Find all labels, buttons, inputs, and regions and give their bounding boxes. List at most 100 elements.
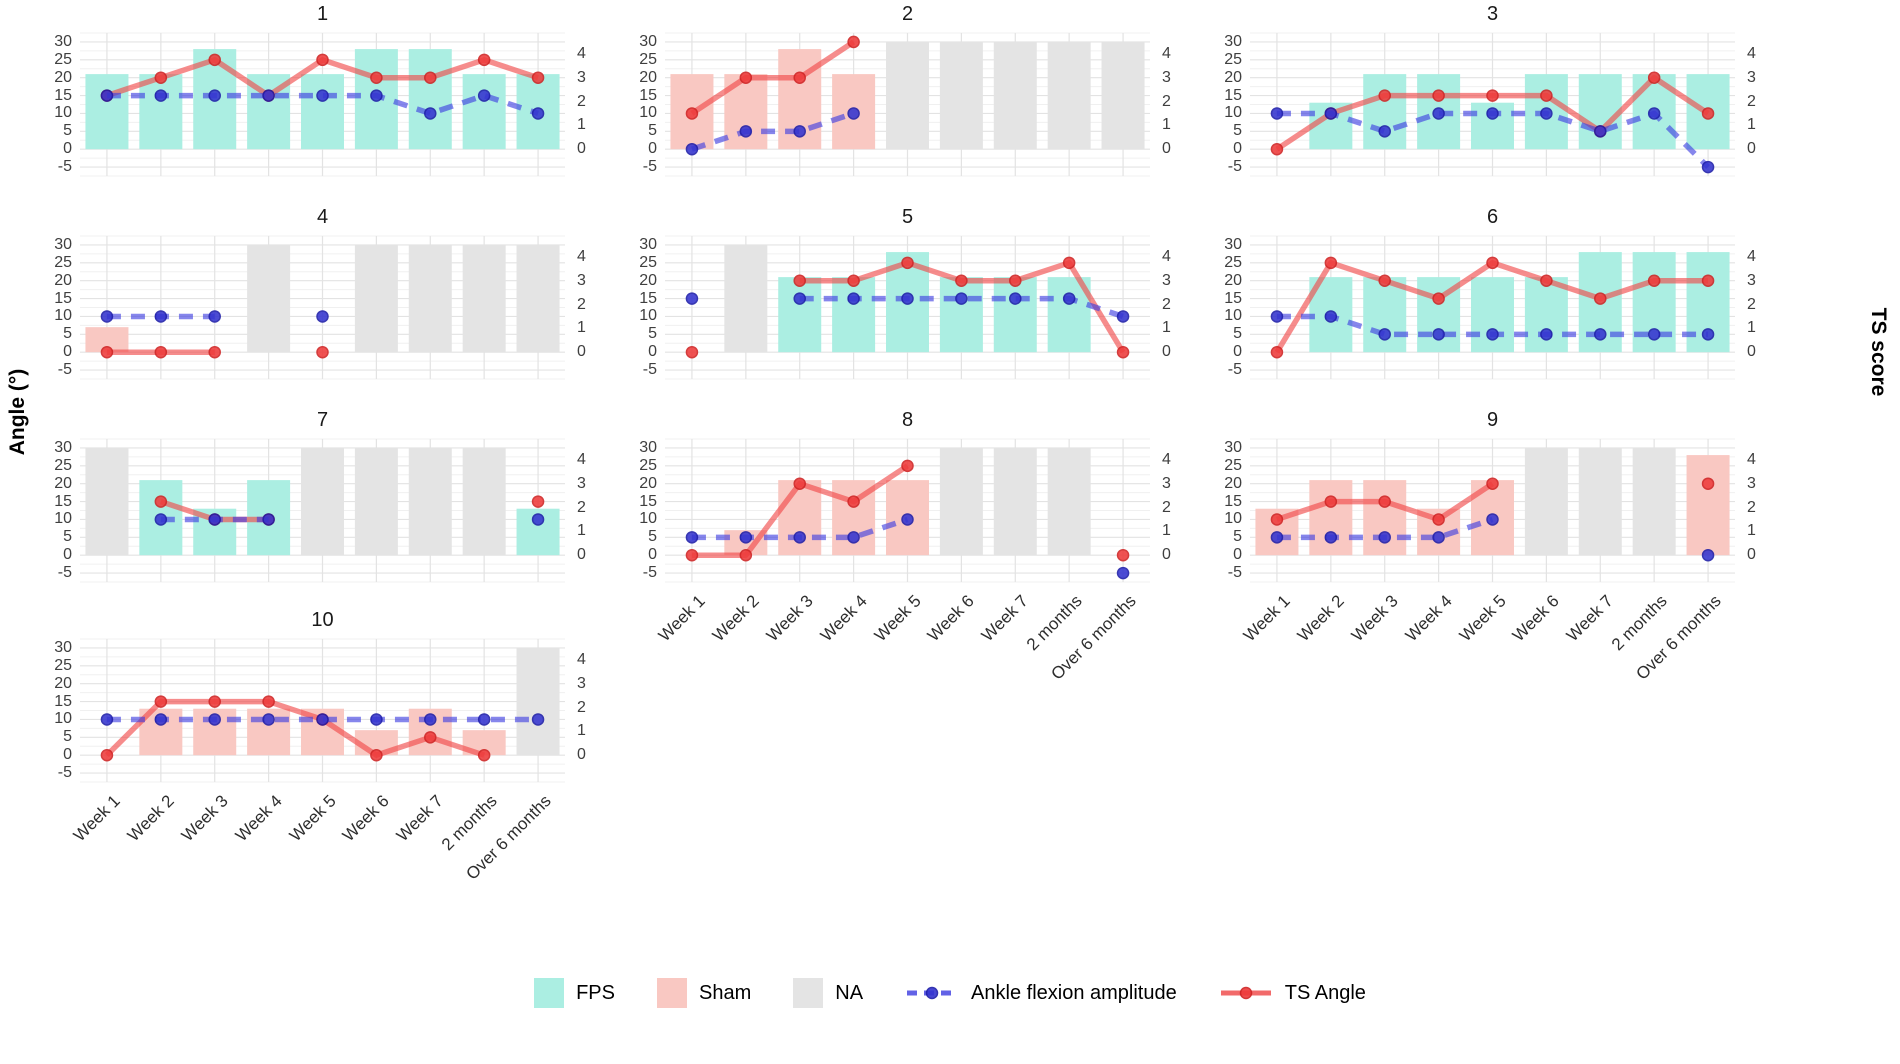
ts-angle-point [424,731,437,744]
right-tick-label: 4 [1747,247,1756,265]
left-tick-label: 30 [1224,438,1242,456]
panel-2: 2 30 25 20 15 10 5 0 -5 4 3 2 1 0 [595,3,1220,326]
ts-angle-point [208,53,221,67]
left-tick-label: 10 [54,710,72,728]
left-tick-label: 20 [54,674,72,692]
amplitude-point [1647,328,1661,341]
right-tick-label: 2 [1747,295,1756,313]
left-tick-label: 25 [54,253,72,271]
left-tick-label: 5 [63,528,72,546]
amplitude-point [1378,125,1391,138]
x-tick-label: Week 3 [762,591,817,646]
amplitude-point [1270,531,1284,544]
left-tick-label: -5 [642,564,657,582]
amplitude-point [316,713,329,726]
right-tick-label: 1 [577,522,586,540]
left-tick-label: 30 [54,438,72,456]
ts-angle-point [370,748,383,762]
bar-na [462,447,506,556]
ts-angle-point [685,548,699,562]
panel-plot [665,438,1150,583]
bar-na [1524,447,1568,556]
amplitude-point [847,107,860,120]
amplitude-point [1647,107,1661,120]
left-tick-label: 30 [54,32,72,50]
right-tick-label: 0 [1747,546,1756,564]
ts-angle-point [208,345,221,359]
left-tick-label: 15 [1224,289,1242,307]
left-tick-label: -5 [1227,158,1242,176]
amplitude-point [424,107,437,120]
right-tick-label: 2 [577,498,586,516]
amplitude-point [901,292,914,305]
ts-angle-point [1062,256,1076,270]
bar-fps [301,74,344,150]
panel-plot [80,638,565,783]
right-tick-label: 1 [577,319,586,337]
ts-angle-point [793,71,806,84]
ts-angle-point [154,695,168,708]
bar-fps [85,74,129,150]
amplitude-line [106,92,539,117]
left-tick-label: 25 [1224,456,1242,474]
amplitude-point [154,713,168,726]
left-tick-label: 0 [63,546,72,564]
amplitude-point [154,310,168,323]
left-tick-label: 5 [1233,325,1242,343]
x-tick-label: Week 4 [231,791,286,846]
amplitude-point [1486,328,1499,341]
bar-na [462,244,506,353]
bar-na [939,447,983,556]
panel-plot [665,32,1150,177]
left-tick-label: 10 [54,307,72,325]
x-tick-label: Week 1 [69,791,124,846]
ts-angle-point [154,71,168,84]
left-tick-label: 15 [639,86,657,104]
left-tick-label: 10 [1224,104,1242,122]
panel-6: 6 30 25 20 15 10 5 0 -5 4 3 2 1 0 [1180,206,1805,529]
right-tick-label: 3 [577,68,586,86]
left-tick-label: 30 [1224,32,1242,50]
panel-title: 4 [316,206,329,228]
left-tick-label: 5 [1233,528,1242,546]
right-tick-label: 2 [1162,295,1171,313]
left-tick-label: 30 [639,438,657,456]
bar-fps [993,277,1037,353]
left-tick-label: 25 [639,456,657,474]
amplitude-point [793,531,806,544]
left-tick-label: 5 [1233,122,1242,140]
x-tick-label: Over 6 months [462,791,555,884]
amplitude-point [739,125,753,138]
bar-na [1578,447,1622,556]
ts-angle-point [1432,513,1445,526]
right-tick-label: 4 [1162,450,1171,468]
ts-angle-point [793,274,806,287]
ts-angle-point [477,748,491,762]
ts-angle-point [1270,142,1284,156]
bar-fps [139,74,183,150]
ts-angle-point [316,345,329,359]
right-tick-label: 1 [1162,319,1171,337]
left-tick-label: 25 [54,656,72,674]
amplitude-point [370,713,383,726]
bar-fps [1363,74,1407,150]
x-tick-label: Week 1 [1239,591,1294,646]
ts-angle-point [739,71,753,84]
amplitude-point [208,310,221,323]
ts-angle-point [847,35,860,49]
left-tick-label: 10 [54,510,72,528]
ts-angle-point [793,477,806,490]
ts-angle-point [1594,292,1607,305]
right-tick-label: 0 [1747,343,1756,361]
amplitude-point [208,89,221,102]
bar-fps [778,277,822,353]
ts-angle-key-icon [1220,986,1271,1000]
left-tick-label: 10 [639,510,657,528]
left-tick-label: 15 [1224,492,1242,510]
ts-angle-point [1116,345,1130,359]
right-tick-label: 4 [1162,44,1171,62]
bar-fps [832,277,876,353]
ts-angle-point [1270,513,1284,526]
amplitude-point [262,513,275,526]
